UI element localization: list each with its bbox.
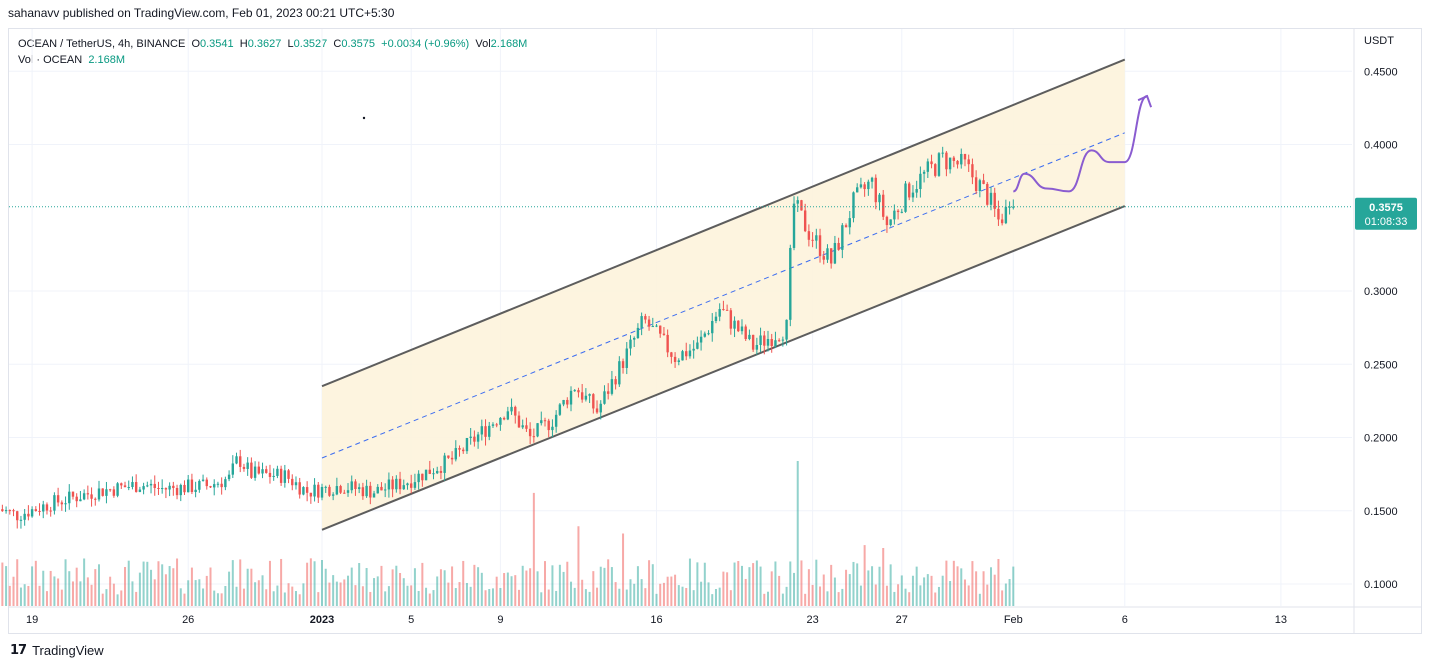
- low-label: L: [287, 38, 294, 50]
- footer-brand[interactable]: 𝟭𝟳 TradingView: [10, 642, 104, 658]
- brand-label: TradingView: [32, 642, 104, 658]
- publisher-caption: sahanavv published on TradingView.com, F…: [8, 6, 395, 20]
- open-label: O: [191, 38, 200, 50]
- volume-series-value: 2.168M: [88, 54, 126, 66]
- chart-legend: OCEAN / TetherUS, 4h, BINANCE O0.3541 H0…: [18, 36, 527, 68]
- volume-bar: [5, 566, 8, 606]
- vol-label: Vol: [475, 38, 491, 50]
- volume-bar: [1, 562, 4, 606]
- volume-series-line: Vol · OCEAN 2.168M: [18, 52, 527, 68]
- vol-value: 2.168M: [490, 38, 528, 50]
- high-value: 0.3627: [247, 38, 282, 50]
- chart-frame[interactable]: [8, 28, 1422, 634]
- open-value: 0.3541: [200, 38, 234, 50]
- volume-series-label[interactable]: Vol · OCEAN: [18, 54, 83, 66]
- symbol-label[interactable]: OCEAN / TetherUS, 4h, BINANCE: [18, 38, 186, 50]
- close-value: 0.3575: [341, 38, 376, 50]
- ohlc-line: OCEAN / TetherUS, 4h, BINANCE O0.3541 H0…: [18, 36, 527, 52]
- change-value: +0.0034 (+0.96%): [381, 38, 470, 50]
- candle-body: [4, 510, 8, 512]
- candle-body: [1, 509, 4, 512]
- high-label: H: [239, 38, 248, 50]
- close-label: C: [333, 38, 342, 50]
- tradingview-logo-icon: 𝟭𝟳: [10, 642, 27, 657]
- low-value: 0.3527: [293, 38, 328, 50]
